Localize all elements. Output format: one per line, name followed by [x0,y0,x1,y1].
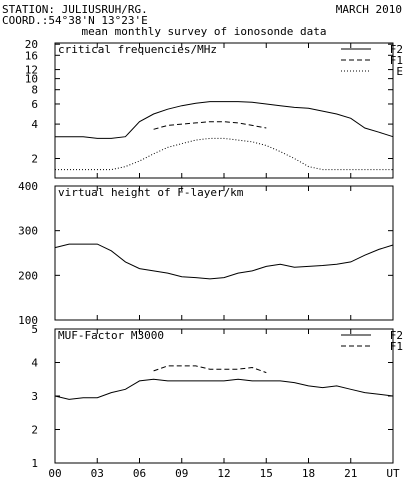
y-tick-label: 8 [31,84,38,97]
y-tick-label: 300 [18,225,38,238]
panel-title: critical frequencies/MHz [58,43,217,56]
y-tick-label: 20 [25,38,38,51]
y-tick-label: 16 [25,49,38,62]
x-tick-label: 09 [175,467,188,480]
x-tick-label: UT [386,467,400,480]
date-label: MARCH 2010 [336,3,402,16]
y-tick-label: 1 [31,457,38,470]
plot-frame [54,42,394,179]
y-tick-label: 2 [31,424,38,437]
y-tick-label: 400 [18,180,38,193]
chart-panel-2: virtual height of F-layer/km 100 200 300 400 [18,180,394,327]
y-tick-label: 12 [25,64,38,77]
x-tick-label: 00 [48,467,61,480]
panel-title: MUF-Factor M3000 [58,329,164,342]
x-tick-label: 03 [91,467,104,480]
y-tick-label: 6 [31,98,38,111]
plot-frame [54,185,394,321]
series-line-e [55,137,393,171]
station-label: STATION: JULIUSRUH/RG. [2,3,148,16]
series-line-f2 [54,378,394,400]
series-line-main [54,243,394,280]
plot-frame [54,328,394,464]
y-tick-label: 100 [18,314,38,327]
legend-label-e: E [396,65,403,78]
legend-label-f1: F1 [390,54,403,67]
y-tick-label: 200 [18,269,38,282]
y-tick-label: 5 [31,323,38,336]
y-tick-label: 4 [31,357,38,370]
y-tick-label: 3 [31,390,38,403]
panel-title: virtual height of F-layer/km [58,186,244,199]
series-line-f1 [153,365,267,374]
y-tick-label: 4 [31,118,38,131]
series-line-f1 [153,121,267,130]
x-tick-label: 06 [133,467,146,480]
legend-label-f1: F1 [390,340,403,353]
y-tick-label: 2 [31,152,38,165]
x-tick-label: 21 [344,467,357,480]
x-tick-label: 18 [302,467,315,480]
coord-label: COORD.:54°38'N 13°23'E [2,14,148,27]
legend-label-f2: F2 [390,329,403,342]
subtitle-label: mean monthly survey of ionosonde data [81,25,326,38]
legend-label-f2: F2 [390,43,403,56]
x-tick-label: 15 [260,467,273,480]
x-tick-label: 12 [217,467,230,480]
series-line-f2 [55,101,394,139]
y-tick-label: 10 [25,73,38,86]
